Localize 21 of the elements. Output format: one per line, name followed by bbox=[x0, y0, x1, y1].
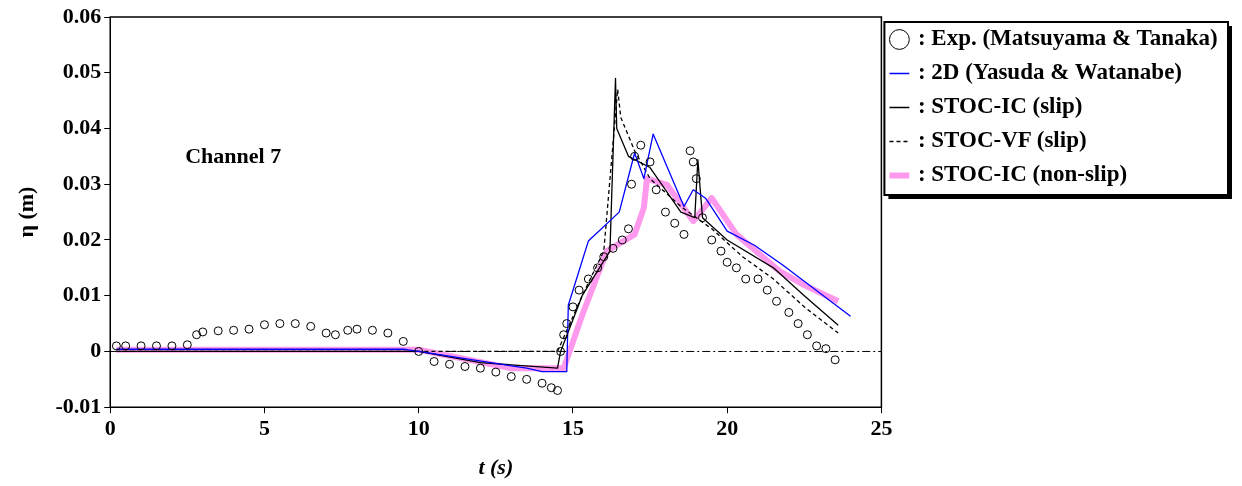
legend-label: : STOC-IC (slip) bbox=[917, 93, 1083, 119]
x-tick-label: 25 bbox=[870, 415, 893, 441]
y-tick-label: 0.04 bbox=[62, 114, 102, 140]
legend-label: : Exp. (Matsuyama & Tanaka) bbox=[917, 25, 1218, 51]
annotation: Channel 7 bbox=[185, 142, 282, 168]
y-axis-title: η (m) bbox=[12, 186, 38, 238]
legend-label: : STOC-VF (slip) bbox=[917, 127, 1087, 153]
y-tick-label: 0.06 bbox=[62, 2, 102, 28]
x-tick-label: 20 bbox=[716, 415, 739, 441]
x-axis-title: t (s) bbox=[478, 454, 514, 480]
x-tick-label: 10 bbox=[407, 415, 430, 441]
x-tick-label: 5 bbox=[258, 415, 270, 441]
x-tick-label: 15 bbox=[561, 415, 584, 441]
y-tick-label: 0.02 bbox=[62, 225, 102, 251]
legend-label: : 2D (Yasuda & Watanabe) bbox=[917, 59, 1183, 85]
legend-label: : STOC-IC (non-slip) bbox=[917, 161, 1128, 187]
y-tick-label: 0.05 bbox=[62, 58, 102, 84]
y-tick-label: 0.03 bbox=[62, 169, 102, 195]
y-tick-label: -0.01 bbox=[55, 392, 102, 418]
y-tick-label: 0.01 bbox=[62, 281, 102, 307]
y-tick-label: 0 bbox=[90, 337, 102, 363]
